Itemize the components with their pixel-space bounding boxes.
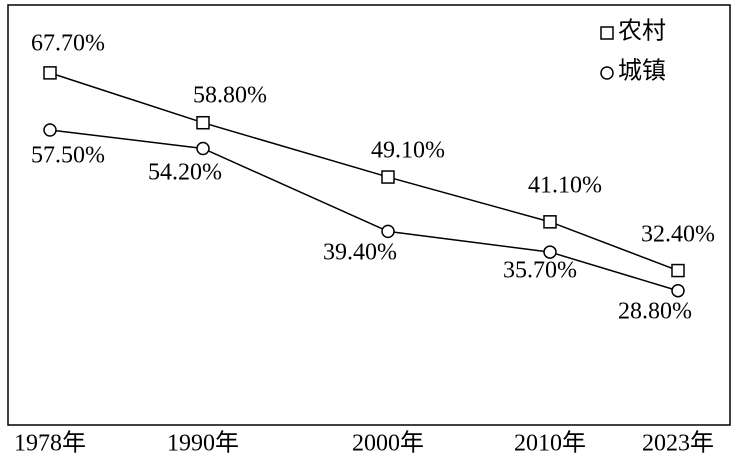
legend-label: 农村 [618,18,666,45]
data-label: 58.80% [193,83,267,109]
marker [671,263,685,278]
legend-marker [600,66,614,80]
marker [196,141,210,156]
marker [671,283,685,298]
marker [196,115,210,130]
data-label: 67.70% [31,31,105,57]
legend-label: 城镇 [618,58,666,85]
data-label: 35.70% [503,258,577,284]
x-tick-label: 2000年 [352,430,424,457]
data-label: 41.10% [528,173,602,199]
data-label: 49.10% [371,138,445,164]
marker [381,224,395,239]
data-label: 32.40% [641,222,715,248]
legend-marker [600,26,614,40]
x-tick-label: 1990年 [167,430,239,457]
plot-frame [7,4,731,426]
marker [43,66,57,80]
series-line [49,129,679,292]
data-label: 54.20% [148,160,222,186]
marker [43,123,57,137]
x-tick-label: 1978年 [14,430,86,457]
marker [543,245,557,259]
data-label: 28.80% [618,299,692,325]
x-tick-label: 2010年 [514,430,586,457]
marker [543,215,557,229]
x-tick-label: 2023年 [642,430,714,457]
marker [381,170,395,184]
data-label: 39.40% [323,240,397,266]
data-label: 57.50% [31,143,105,169]
